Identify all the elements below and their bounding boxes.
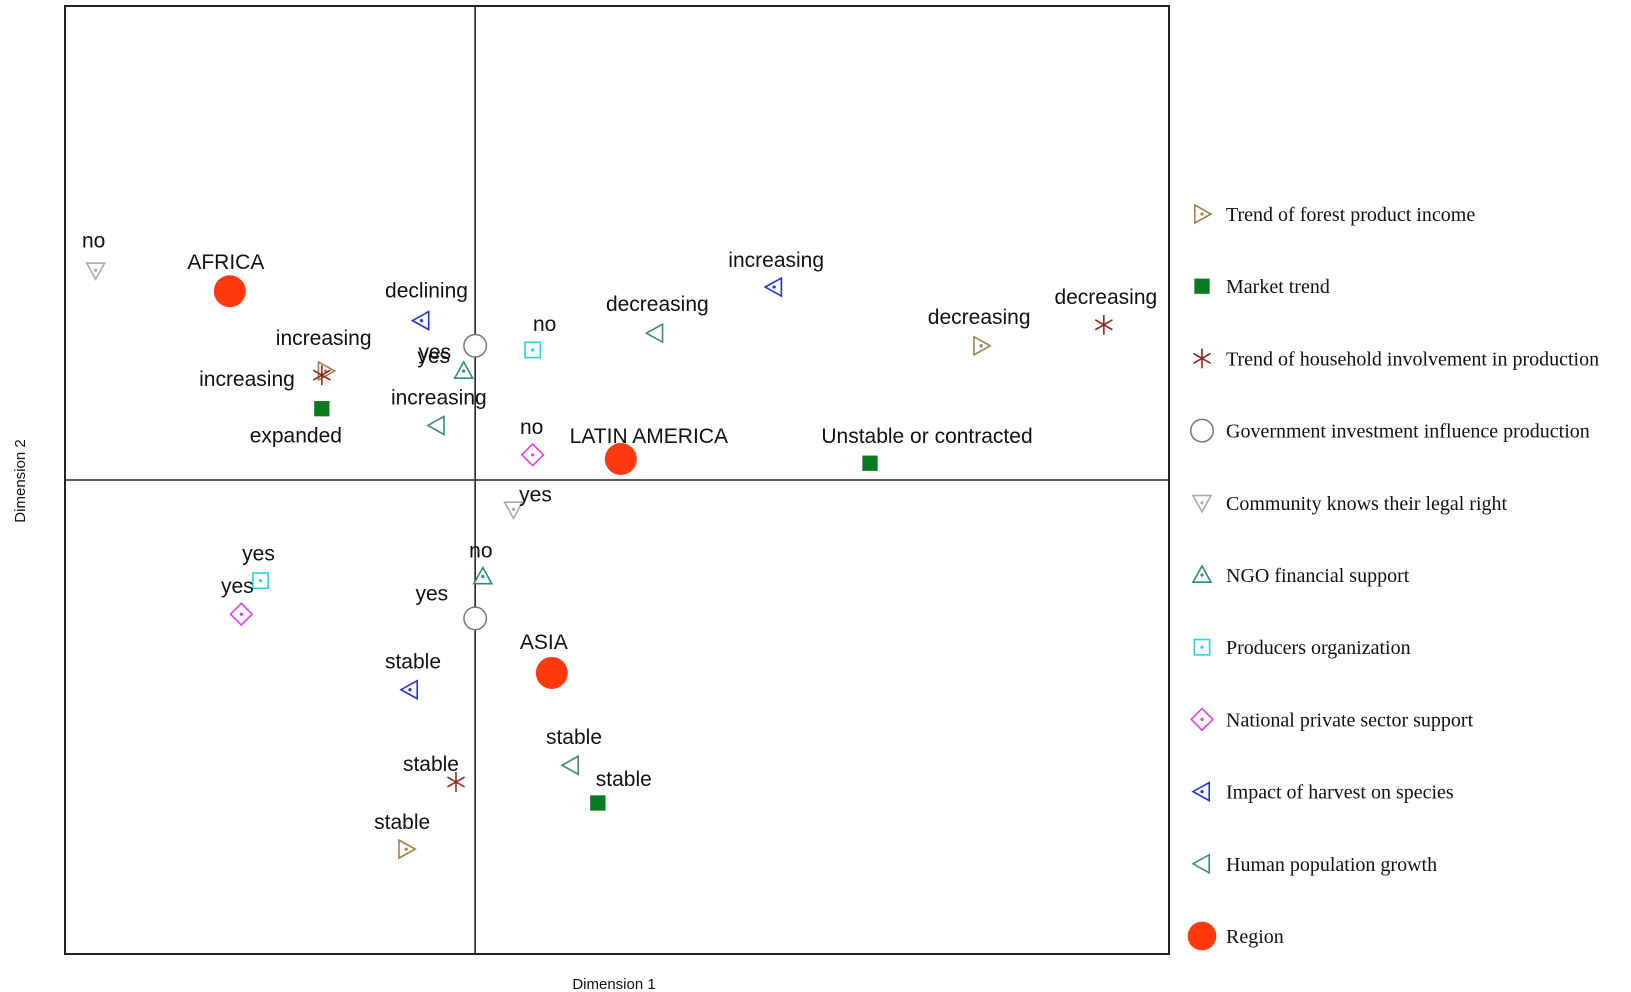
legend-label: Producers organization — [1226, 637, 1411, 659]
legend-label: Government investment influence producti… — [1226, 421, 1590, 443]
point-label: Unstable or contracted — [821, 425, 1032, 448]
point-label: ASIA — [520, 631, 568, 654]
point-label: yes — [221, 575, 254, 598]
point-impact-of-harvest-on-species — [763, 276, 783, 298]
legend-item: Human population growth — [1191, 853, 1437, 876]
legend-item: Trend of household involvement in produc… — [1192, 348, 1599, 370]
legend-item: Community knows their legal right — [1191, 493, 1508, 515]
legend-label: National private sector support — [1226, 709, 1474, 731]
point-trend-of-forest-product-income — [973, 335, 992, 357]
point-label: expanded — [250, 425, 342, 448]
point-impact-of-harvest-on-species — [410, 310, 430, 331]
point-label: no — [82, 229, 105, 252]
legend-label: Market trend — [1226, 276, 1330, 298]
point-market-trend — [590, 795, 606, 811]
point-label: yes — [415, 582, 448, 605]
x-axis-title: Dimension 1 — [572, 976, 655, 992]
point-trend-of-household-involvement-in-production — [312, 365, 331, 386]
point-government-investment-influence-production — [463, 333, 488, 358]
legend-label: Trend of household involvement in produc… — [1226, 348, 1599, 370]
legend-item: Market trend — [1194, 276, 1330, 298]
legend-label: Trend of forest product income — [1226, 204, 1475, 226]
point-label: stable — [403, 753, 459, 776]
point-label: decreasing — [1054, 286, 1157, 309]
point-label: increasing — [391, 386, 487, 409]
legend-item: Trend of forest product income — [1194, 203, 1475, 226]
point-human-population-growth — [426, 415, 445, 436]
point-label: stable — [596, 768, 652, 791]
point-national-private-sector-support — [520, 442, 545, 467]
legend-item: Producers organization — [1193, 637, 1411, 659]
point-ngo-financial-support — [472, 565, 494, 585]
point-label: declining — [385, 280, 468, 303]
point-label: stable — [546, 726, 602, 749]
point-label: stable — [385, 651, 441, 674]
point-label: yes — [417, 345, 450, 368]
point-label: decreasing — [928, 306, 1031, 329]
legend-item: Impact of harvest on species — [1191, 781, 1454, 804]
legend-label: Region — [1226, 926, 1284, 948]
legend-label: Human population growth — [1226, 854, 1437, 876]
point-human-population-growth — [644, 322, 664, 344]
legend-item: Government investment influence producti… — [1190, 418, 1590, 443]
point-label: LATIN AMERICA — [570, 425, 728, 448]
y-axis-title: Dimension 2 — [12, 439, 29, 522]
point-trend-of-household-involvement-in-production — [446, 772, 466, 792]
point-community-knows-their-legal-right — [503, 501, 524, 521]
point-market-trend — [862, 455, 878, 471]
point-impact-of-harvest-on-species — [399, 679, 419, 701]
point-producers-organization — [252, 572, 269, 590]
point-label: AFRICA — [187, 251, 264, 274]
legend-label: Community knows their legal right — [1226, 493, 1508, 515]
point-label: no — [520, 416, 543, 439]
point-community-knows-their-legal-right — [85, 262, 107, 281]
point-government-investment-influence-production — [463, 606, 488, 631]
data-points: increasing decreasing stable expanded Unstab… — [82, 229, 1157, 860]
point-producers-organization — [524, 341, 542, 359]
point-label: yes — [519, 483, 552, 506]
point-label: increasing — [199, 368, 295, 391]
point-ngo-financial-support — [453, 360, 475, 379]
point-label: decreasing — [606, 293, 709, 316]
point-label: increasing — [728, 249, 824, 272]
point-national-private-sector-support — [229, 602, 254, 627]
point-region — [213, 275, 246, 308]
point-trend-of-household-involvement-in-production — [1094, 314, 1113, 335]
point-label: no — [469, 539, 492, 562]
legend-item: NGO financial support — [1191, 564, 1410, 587]
point-human-population-growth — [560, 754, 580, 776]
legend-label: Impact of harvest on species — [1226, 782, 1454, 804]
point-trend-of-forest-product-income — [398, 838, 417, 860]
point-label: stable — [374, 811, 430, 834]
legend-item: Region — [1187, 921, 1284, 951]
point-label: increasing — [276, 327, 372, 350]
point-label: no — [533, 313, 556, 336]
legend-label: NGO financial support — [1226, 565, 1410, 587]
point-market-trend — [314, 401, 330, 417]
legend-item: National private sector support — [1190, 707, 1474, 731]
point-region — [535, 656, 568, 689]
point-label: yes — [242, 543, 275, 566]
point-label: yes — [418, 341, 451, 364]
legend: Trend of forest product income Market tre… — [1187, 203, 1599, 951]
point-region — [604, 443, 637, 476]
